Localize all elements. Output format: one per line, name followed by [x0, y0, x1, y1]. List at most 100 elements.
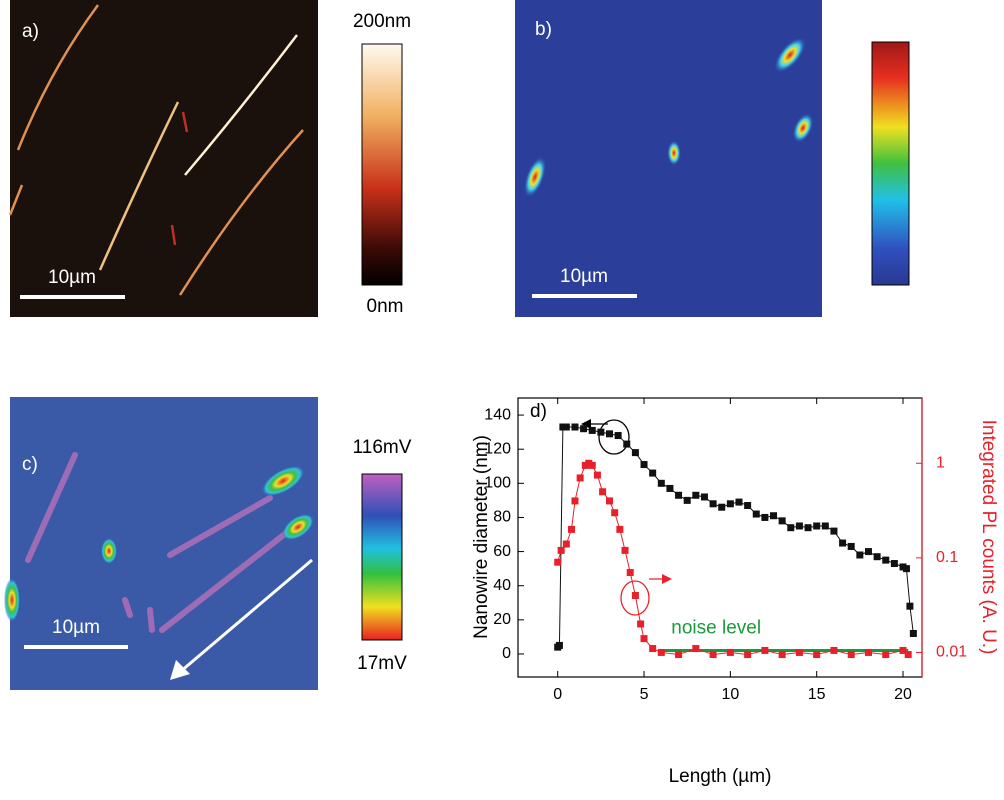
data-point	[626, 569, 634, 577]
noise-level-label: noise level	[671, 617, 761, 638]
data-point	[864, 648, 872, 656]
colorbar	[871, 41, 910, 286]
data-point	[606, 497, 614, 505]
data-point	[761, 513, 769, 521]
scale-bar-label: 10µm	[48, 267, 96, 288]
data-point	[847, 542, 855, 550]
panel-c: c) 10µm 116mV 17mV	[4, 397, 412, 690]
data-point	[906, 602, 914, 610]
x-axis-title: Length (µm)	[669, 766, 772, 787]
data-point	[761, 646, 769, 654]
panel-b: b) 10µm	[515, 0, 910, 317]
y-tick-label: 120	[484, 440, 511, 457]
pl-spot	[792, 113, 814, 143]
pl-spot	[773, 36, 807, 74]
y-axis-title: Nanowire diameter (nm)	[471, 435, 492, 639]
y2-axis-title: Integrated PL counts (A. U.)	[978, 420, 999, 655]
data-point	[623, 440, 631, 448]
data-point	[787, 524, 795, 532]
panel-label: c)	[22, 454, 38, 475]
x-tick-label: 5	[640, 686, 649, 703]
data-point	[830, 527, 838, 535]
data-point	[611, 509, 619, 517]
data-point	[873, 553, 881, 561]
data-point	[778, 517, 786, 525]
data-point	[593, 471, 601, 479]
data-point	[631, 591, 639, 599]
data-point	[752, 510, 760, 518]
pl-spot	[667, 140, 681, 166]
annotation-arrow-head	[662, 574, 672, 584]
data-point	[882, 556, 890, 564]
data-point	[700, 493, 708, 501]
data-point	[614, 432, 622, 440]
data-point	[804, 524, 812, 532]
data-point	[554, 558, 562, 566]
data-point	[770, 512, 778, 520]
x-tick-label: 0	[553, 686, 562, 703]
colorbar	[361, 43, 403, 286]
colorbar-max: 116mV	[353, 437, 412, 458]
data-point	[675, 491, 683, 499]
data-point	[576, 474, 584, 482]
data-point	[580, 425, 588, 433]
scale-bar-label: 10µm	[560, 266, 608, 287]
pl-spot	[261, 465, 305, 497]
data-point	[562, 423, 570, 431]
data-point	[847, 651, 855, 659]
data-point	[657, 648, 665, 656]
y-tick-label: 40	[493, 577, 511, 594]
data-point	[709, 500, 717, 508]
y-tick-label: 0	[502, 645, 511, 662]
data-point	[555, 641, 563, 649]
data-point	[864, 548, 872, 556]
annotation-arrow-head	[581, 419, 591, 429]
data-point	[709, 651, 717, 659]
colorbar	[361, 473, 403, 641]
kpfm-map	[10, 397, 318, 690]
panel-a: a) 10µm 200nm 0nm	[8, 0, 411, 317]
data-point	[631, 449, 639, 457]
x-tick-label: 10	[721, 686, 739, 703]
data-point	[675, 651, 683, 659]
data-point	[856, 551, 864, 559]
afm-image	[10, 0, 318, 317]
panel-label: d)	[530, 401, 547, 422]
y2-tick-label: 0.01	[936, 644, 967, 661]
data-point	[640, 635, 648, 643]
data-point	[588, 461, 596, 469]
annotation-circle	[598, 419, 630, 455]
data-point	[726, 648, 734, 656]
data-point	[621, 546, 629, 554]
arrow-head	[170, 660, 190, 680]
data-point	[899, 646, 907, 654]
panel-label: a)	[22, 21, 39, 42]
data-point	[882, 651, 890, 659]
series-line	[557, 426, 914, 648]
y-tick-label: 140	[484, 406, 511, 423]
data-point	[649, 645, 657, 653]
data-point	[909, 629, 917, 637]
arrow	[179, 558, 313, 674]
data-point	[606, 430, 614, 438]
data-point	[657, 479, 665, 487]
data-point	[821, 522, 829, 530]
pl-spot	[101, 538, 117, 564]
nanowires	[25, 452, 293, 633]
data-point	[562, 540, 570, 548]
data-point	[692, 645, 700, 653]
y-tick-label: 100	[484, 475, 511, 492]
x-tick-label: 20	[894, 686, 912, 703]
y-tick-label: 80	[493, 509, 511, 526]
data-point	[890, 560, 898, 568]
data-point	[666, 484, 674, 492]
data-point	[599, 488, 607, 496]
data-point	[649, 469, 657, 477]
data-point	[557, 546, 565, 554]
colorbar-min: 0nm	[367, 296, 404, 317]
data-point	[692, 491, 700, 499]
data-point	[597, 428, 605, 436]
data-point	[902, 565, 910, 573]
data-point	[718, 503, 726, 511]
